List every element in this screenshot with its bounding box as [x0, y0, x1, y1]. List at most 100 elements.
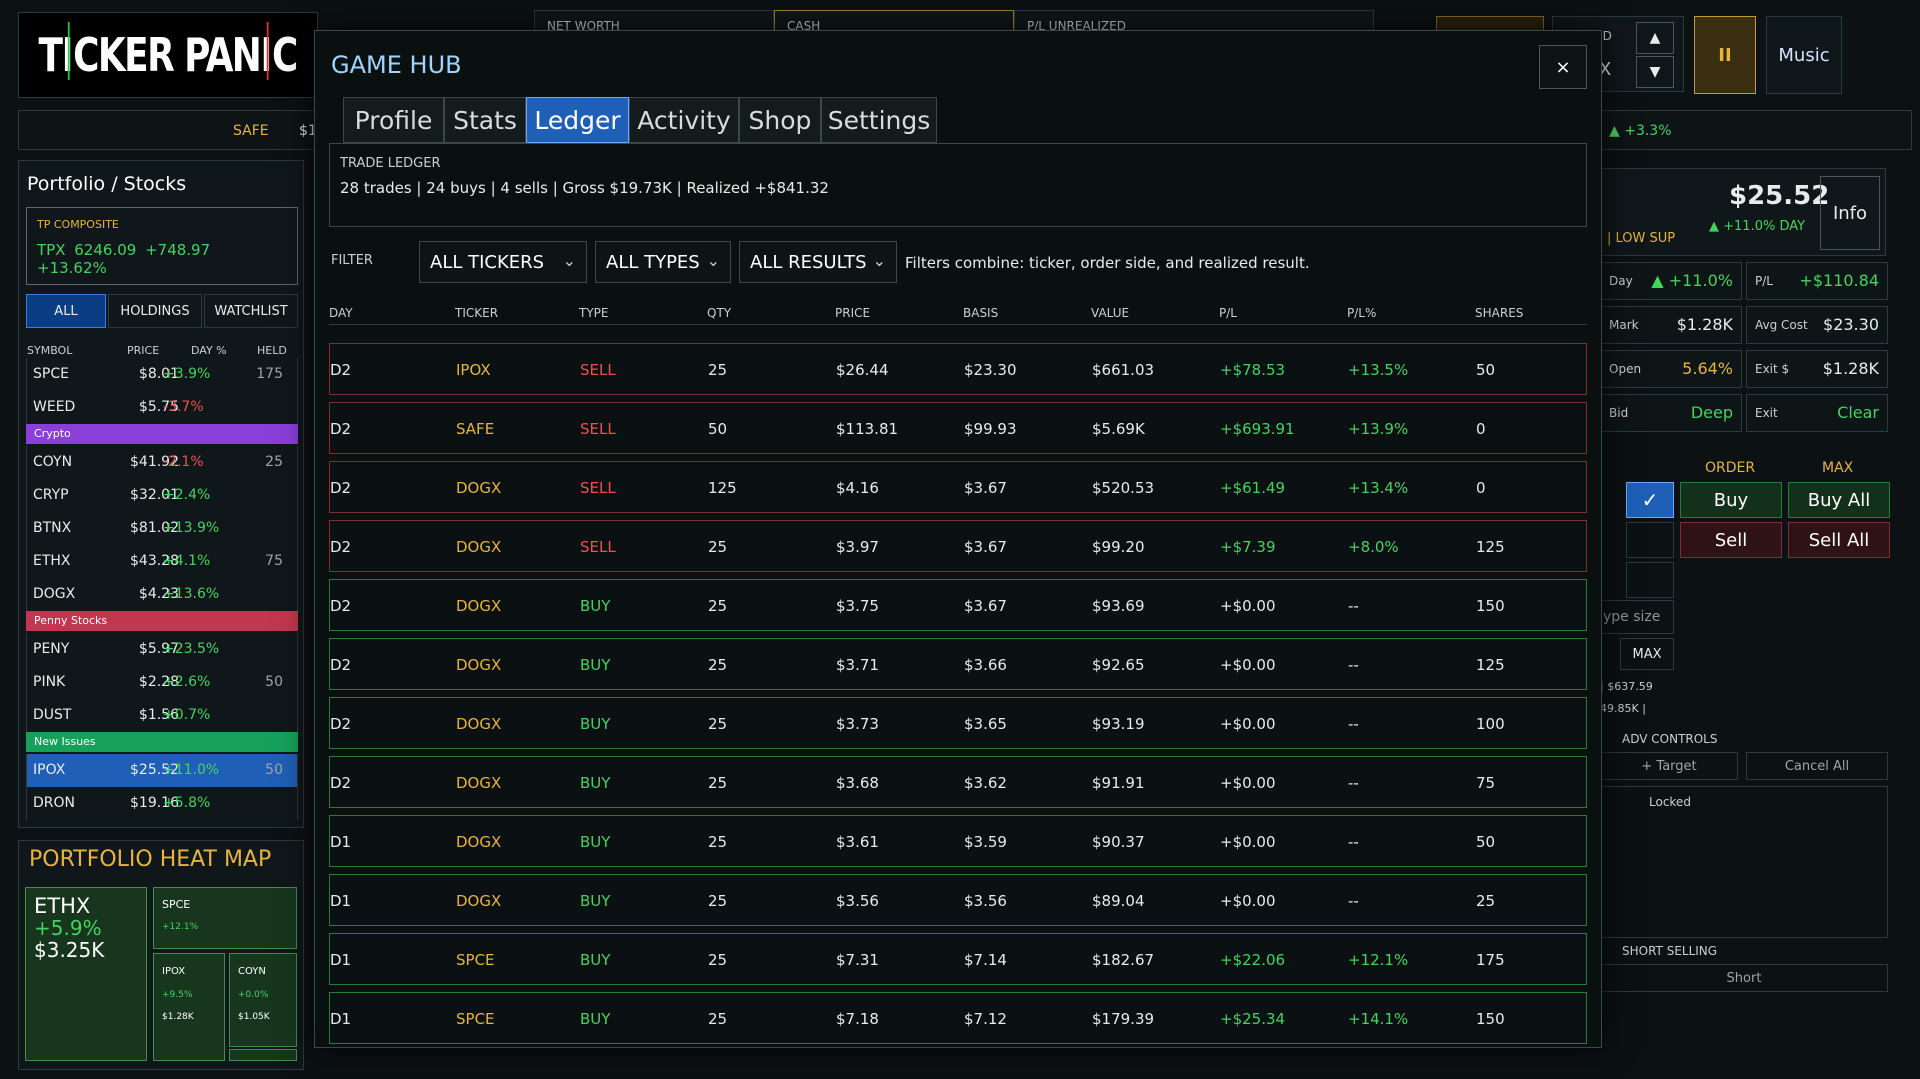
- pause-button[interactable]: II: [1694, 16, 1756, 94]
- stock-row[interactable]: PENY $5.97 +23.5%: [26, 633, 298, 666]
- stock-symbol: COYN: [33, 454, 73, 470]
- check-icon[interactable]: ✓: [1626, 482, 1674, 518]
- composite-label: TP COMPOSITE: [37, 218, 119, 231]
- order-label: ORDER: [1705, 460, 1756, 476]
- cell-day: D2: [330, 774, 352, 792]
- col-header[interactable]: P/L%: [1347, 306, 1377, 320]
- stock-row[interactable]: DRON $19.16 +5.8%: [26, 787, 298, 820]
- heatmap-cell-ethx[interactable]: ETHX +5.9% $3.25K: [25, 887, 147, 1061]
- cell-value: $89.04: [1092, 892, 1145, 910]
- quote-box: $25.52 | LOW SUP ▲ +11.0% DAY: [1438, 168, 1886, 256]
- cell-pl: +$0.00: [1220, 656, 1276, 674]
- col-header[interactable]: P/L: [1219, 306, 1237, 320]
- logo-text: TICKER PANIC: [39, 22, 299, 82]
- stat-cell: Mark $1.28K: [1600, 306, 1742, 344]
- speed-down-button[interactable]: ▼: [1636, 56, 1674, 88]
- info-button[interactable]: Info: [1820, 176, 1880, 250]
- cell-basis: $3.59: [964, 833, 1007, 851]
- stock-row[interactable]: WEED $5.75 -3.7%: [26, 391, 298, 424]
- tab-all[interactable]: ALL: [26, 294, 106, 328]
- table-row[interactable]: D1 DOGX BUY 25 $3.56 $3.56 $89.04 +$0.00 -- 25: [329, 874, 1587, 926]
- heatmap-pct: +5.9%: [34, 916, 102, 940]
- music-button[interactable]: Music: [1766, 16, 1842, 94]
- stock-row[interactable]: IPOX $25.52 +11.0% 50: [26, 754, 298, 787]
- tab-ledger[interactable]: Ledger: [526, 97, 629, 143]
- cell-type: BUY: [580, 833, 611, 851]
- cash-label: CASH: [787, 19, 821, 33]
- table-row[interactable]: D2 DOGX SELL 25 $3.97 $3.67 $99.20 +$7.39 +8.0% 1…: [329, 520, 1587, 572]
- stock-row[interactable]: DOGX $4.23 +13.6%: [26, 578, 298, 611]
- size-max-button[interactable]: MAX: [1620, 638, 1674, 670]
- cell-plp: +13.9%: [1348, 420, 1409, 438]
- table-row[interactable]: D2 DOGX BUY 25 $3.68 $3.62 $91.91 +$0.00 -- 75: [329, 756, 1587, 808]
- heatmap-cell-small[interactable]: [229, 1049, 297, 1061]
- heatmap-cell-ipox[interactable]: IPOX +9.5% $1.28K: [153, 953, 225, 1061]
- stock-row[interactable]: PINK $2.28 +2.6% 50: [26, 666, 298, 699]
- result-filter-select[interactable]: ALL RESULTS ⌄: [739, 241, 897, 283]
- cell-type: SELL: [580, 361, 616, 379]
- cell-day: D2: [330, 597, 352, 615]
- cancel-all-button[interactable]: Cancel All: [1746, 752, 1888, 780]
- col-header[interactable]: TICKER: [455, 306, 499, 320]
- stock-row[interactable]: ETHX $43.28 +4.1% 75: [26, 545, 298, 578]
- ticker-filter-select[interactable]: ALL TICKERS ⌄: [419, 241, 587, 283]
- short-button[interactable]: Short: [1600, 964, 1888, 992]
- heatmap-cell-coyn[interactable]: COYN +0.0% $1.05K: [229, 953, 297, 1047]
- col-header[interactable]: BASIS: [963, 306, 999, 320]
- speed-up-button[interactable]: ▲: [1636, 22, 1674, 54]
- type-filter-select[interactable]: ALL TYPES ⌄: [595, 241, 731, 283]
- tab-holdings[interactable]: HOLDINGS: [108, 294, 202, 328]
- table-row[interactable]: D1 SPCE BUY 25 $7.31 $7.14 $182.67 +$22.06 +12.1…: [329, 933, 1587, 985]
- cell-plp: +8.0%: [1348, 538, 1399, 556]
- stat-value: $1.28K: [1676, 315, 1733, 334]
- app-logo: TICKER PANIC: [18, 12, 318, 98]
- table-row[interactable]: D2 SAFE SELL 50 $113.81 $99.93 $5.69K +$693.91 +…: [329, 402, 1587, 454]
- tab-settings[interactable]: Settings: [821, 97, 937, 143]
- stock-row[interactable]: SPCE $8.01 +3.9% 175: [26, 358, 298, 391]
- tab-activity[interactable]: Activity: [629, 97, 739, 143]
- col-header[interactable]: VALUE: [1091, 306, 1130, 320]
- cell-basis: $3.67: [964, 597, 1007, 615]
- buy-all-button[interactable]: Buy All: [1788, 482, 1890, 518]
- cell-type: BUY: [580, 774, 611, 792]
- tab-watchlist[interactable]: WATCHLIST: [204, 294, 298, 328]
- order-checkbox[interactable]: [1626, 562, 1674, 598]
- table-row[interactable]: D2 IPOX SELL 25 $26.44 $23.30 $661.03 +$78.53 +1…: [329, 343, 1587, 395]
- stat-cell: Avg Cost $23.30: [1746, 306, 1888, 344]
- sell-all-button[interactable]: Sell All: [1788, 522, 1890, 558]
- order-checkbox[interactable]: [1626, 522, 1674, 558]
- size-input[interactable]: ype size: [1600, 600, 1674, 634]
- table-row[interactable]: D1 SPCE BUY 25 $7.18 $7.12 $179.39 +$25.34 +14.1…: [329, 992, 1587, 1044]
- col-header[interactable]: SHARES: [1475, 306, 1524, 320]
- cell-price: $7.31: [836, 951, 879, 969]
- col-header[interactable]: PRICE: [835, 306, 871, 320]
- stock-row[interactable]: DUST $1.56 +0.7%: [26, 699, 298, 732]
- tab-shop[interactable]: Shop: [739, 97, 821, 143]
- cell-ticker: SPCE: [456, 1010, 495, 1028]
- cell-plp: --: [1348, 715, 1359, 733]
- cell-day: D1: [330, 833, 352, 851]
- target-button[interactable]: + Target: [1600, 752, 1738, 780]
- col-header[interactable]: QTY: [707, 306, 732, 320]
- stock-row[interactable]: COYN $41.92 -2.1% 25: [26, 446, 298, 479]
- heatmap-cell-spce[interactable]: SPCE +12.1%: [153, 887, 297, 949]
- col-header[interactable]: DAY: [329, 306, 353, 320]
- close-icon[interactable]: ×: [1539, 45, 1587, 89]
- cell-shares: 75: [1476, 774, 1496, 792]
- cell-pl: +$22.06: [1220, 951, 1286, 969]
- col-header[interactable]: TYPE: [579, 306, 609, 320]
- table-row[interactable]: D2 DOGX BUY 25 $3.71 $3.66 $92.65 +$0.00 -- 125: [329, 638, 1587, 690]
- tab-profile[interactable]: Profile: [343, 97, 444, 143]
- table-row[interactable]: D2 DOGX BUY 25 $3.75 $3.67 $93.69 +$0.00 -- 150: [329, 579, 1587, 631]
- stock-row[interactable]: CRYP $32.01 +2.4%: [26, 479, 298, 512]
- table-row[interactable]: D2 DOGX BUY 25 $3.73 $3.65 $93.19 +$0.00 -- 100: [329, 697, 1587, 749]
- sell-button[interactable]: Sell: [1680, 522, 1782, 558]
- tab-stats[interactable]: Stats: [444, 97, 526, 143]
- table-row[interactable]: D2 DOGX SELL 125 $4.16 $3.67 $520.53 +$61.49 +13…: [329, 461, 1587, 513]
- cell-plp: +13.5%: [1348, 361, 1409, 379]
- buy-button[interactable]: Buy: [1680, 482, 1782, 518]
- cell-shares: 150: [1476, 1010, 1505, 1028]
- stock-symbol: DOGX: [33, 586, 76, 602]
- table-row[interactable]: D1 DOGX BUY 25 $3.61 $3.59 $90.37 +$0.00 -- 50: [329, 815, 1587, 867]
- stock-row[interactable]: BTNX $81.02 +13.9%: [26, 512, 298, 545]
